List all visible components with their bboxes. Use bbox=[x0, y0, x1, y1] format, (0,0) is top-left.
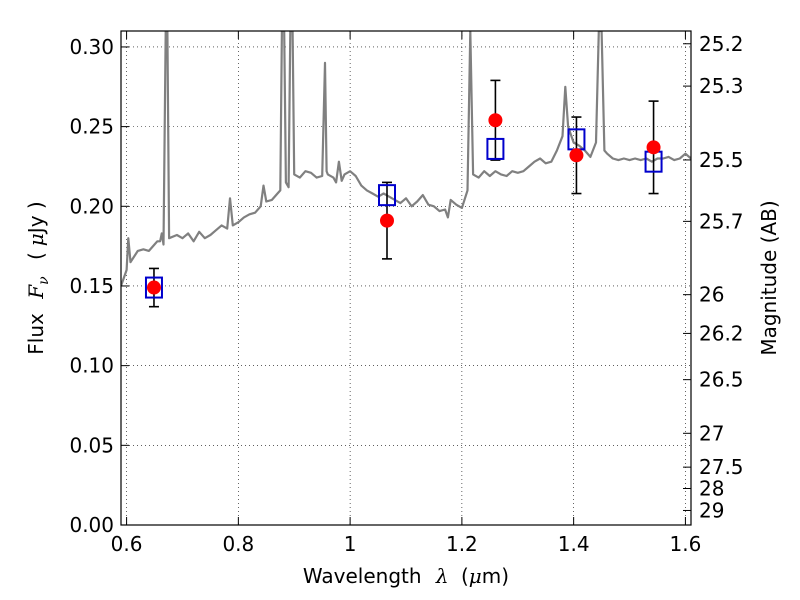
y2-tick-label: 26 bbox=[699, 283, 724, 307]
y2-tick-label: 25.3 bbox=[699, 74, 744, 98]
observed-circle-point bbox=[488, 113, 503, 128]
x-tick-label: 1.4 bbox=[558, 532, 590, 556]
y-axis-label-prefix: Flux bbox=[24, 313, 48, 355]
model-square-point bbox=[378, 184, 396, 207]
y2-tick-label: 27.5 bbox=[699, 455, 744, 479]
y-axis-label-symbol: F bbox=[24, 284, 48, 300]
model-square-point bbox=[486, 137, 505, 160]
observed-circle-point bbox=[646, 140, 661, 155]
y-tick-label: 0.15 bbox=[69, 274, 114, 298]
y2-tick-label: 26.2 bbox=[699, 321, 744, 345]
y-tick-label: 0.20 bbox=[69, 194, 114, 218]
grid-layer bbox=[121, 31, 691, 526]
y-tick-label: 0.10 bbox=[69, 354, 114, 378]
y-axis-label-subscript: ν bbox=[36, 276, 52, 285]
x-tick-label: 0.6 bbox=[111, 532, 143, 556]
x-tick-label: 0.8 bbox=[222, 532, 254, 556]
y2-tick-label: 29 bbox=[699, 498, 724, 522]
model-square-point bbox=[144, 276, 163, 299]
x-axis-label-unit-open: ( bbox=[461, 564, 469, 588]
observed-circle-point bbox=[569, 148, 584, 163]
x-axis-label-symbol: λ bbox=[435, 564, 449, 588]
observed-circle-point bbox=[380, 213, 394, 228]
y-tick-label: 0.25 bbox=[69, 115, 114, 139]
observed-circle-point bbox=[146, 280, 161, 295]
y2-tick-label: 26.5 bbox=[699, 368, 744, 392]
y2-axis-label: Magnitude (AB) bbox=[757, 200, 781, 355]
x-tick-label: 1.2 bbox=[446, 532, 478, 556]
y-axis-label-unit-rest: Jy ) bbox=[24, 201, 48, 235]
x-axis-label: Wavelength λ (μm) bbox=[303, 564, 509, 588]
y-tick-label: 0.05 bbox=[69, 433, 114, 457]
y-axis-label: Flux Fν ( μJy ) bbox=[24, 201, 53, 354]
data-layer bbox=[121, 31, 691, 308]
plot-frame bbox=[120, 30, 692, 526]
y2-tick-label: 25.7 bbox=[699, 209, 744, 233]
y2-tick-label: 28 bbox=[699, 476, 724, 500]
x-axis-label-prefix: Wavelength bbox=[303, 564, 422, 588]
x-axis-label-unit-rest: m) bbox=[482, 564, 509, 588]
y2-tick-label: 25.5 bbox=[699, 148, 744, 172]
y2-tick-label: 25.2 bbox=[699, 32, 744, 56]
spectrum-line bbox=[121, 31, 691, 287]
tick-layer: 0.6 0.8 1 1.2 1.4 1.6 0.00 0.05 0.10 0.15 0.20 0.25… bbox=[69, 31, 744, 556]
y-axis-label-unit-symbol: μ bbox=[24, 233, 48, 246]
x-tick-label: 1.6 bbox=[670, 532, 702, 556]
y-tick-label: 0.30 bbox=[69, 35, 114, 59]
y-tick-label: 0.00 bbox=[69, 513, 114, 537]
y2-tick-label: 27 bbox=[699, 421, 724, 445]
y-axis-label-unit-open: ( bbox=[24, 252, 48, 260]
x-axis-label-unit-symbol: μ bbox=[469, 564, 482, 588]
x-tick-label: 1 bbox=[344, 532, 357, 556]
